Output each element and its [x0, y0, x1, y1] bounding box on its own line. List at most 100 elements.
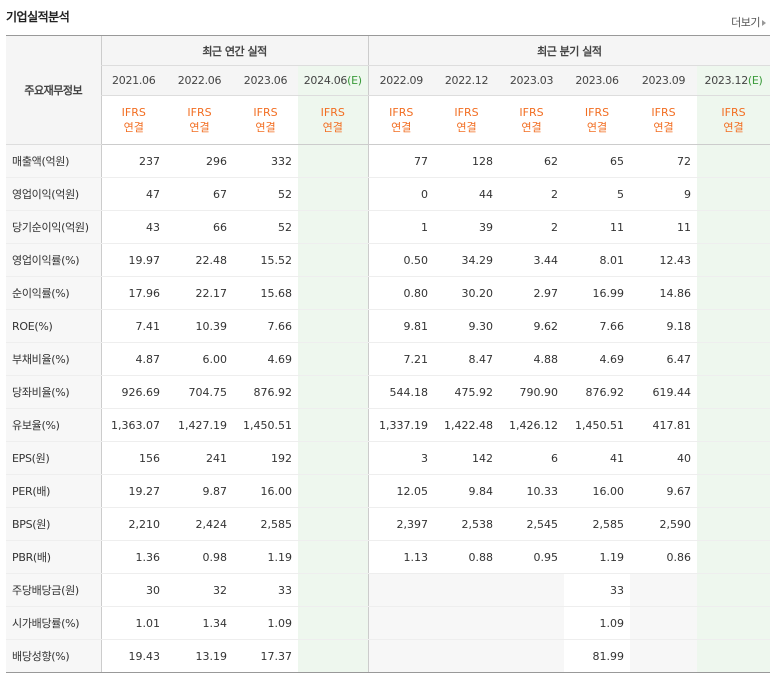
- cell-value: 15.52: [233, 243, 298, 277]
- estimate-mark: (E): [347, 74, 362, 87]
- period-header: 2022.09: [367, 65, 435, 96]
- cell-value: 2: [499, 210, 565, 244]
- cell-value: [298, 573, 369, 607]
- cell-value: 72: [630, 144, 698, 178]
- standard-line2: 연결: [123, 121, 144, 134]
- cell-value: 13.19: [166, 639, 233, 673]
- cell-value: 2,397: [367, 507, 435, 541]
- cell-value: [434, 573, 500, 607]
- cell-value: 77: [367, 144, 435, 178]
- cell-value: 41: [564, 441, 631, 475]
- cell-value: 1.09: [233, 606, 298, 640]
- cell-value: 2,590: [630, 507, 698, 541]
- cell-value: 30: [100, 573, 166, 607]
- row-label: 순이익률(%): [6, 276, 101, 310]
- cell-value: 47: [100, 177, 166, 211]
- corner-header: 주요재무정보: [6, 35, 101, 145]
- cell-value: [697, 342, 771, 376]
- cell-value: 0.80: [367, 276, 435, 310]
- cell-value: 3: [367, 441, 435, 475]
- cell-value: 1,337.19: [367, 408, 435, 442]
- period-label: 2023.06: [243, 74, 288, 87]
- cell-value: [367, 639, 435, 673]
- row-label: PBR(배): [6, 540, 101, 574]
- cell-value: 7.66: [564, 309, 631, 343]
- cell-value: 10.33: [499, 474, 565, 508]
- cell-value: [499, 606, 565, 640]
- cell-value: 0: [367, 177, 435, 211]
- cell-value: 475.92: [434, 375, 500, 409]
- period-header: 2023.06: [233, 65, 298, 96]
- cell-value: 22.48: [166, 243, 233, 277]
- cell-value: 4.69: [564, 342, 631, 376]
- period-label: 2023.09: [641, 74, 686, 87]
- accounting-standard: IFRS 연결: [499, 95, 565, 145]
- standard-line1: IFRS: [121, 106, 146, 119]
- cell-value: 2,585: [564, 507, 631, 541]
- cell-value: 1.13: [367, 540, 435, 574]
- cell-value: [298, 309, 369, 343]
- accounting-standard: IFRS 연결: [630, 95, 698, 145]
- table-row: 영업이익률(%) 19.97 22.48 15.52 0.50 34.29 3.44 8.01…: [6, 243, 771, 277]
- cell-value: 0.86: [630, 540, 698, 574]
- row-label: 당좌비율(%): [6, 375, 101, 409]
- cell-value: [298, 408, 369, 442]
- quarter-group-header: 최근 분기 실적: [367, 35, 771, 66]
- table-row: PBR(배) 1.36 0.98 1.19 1.13 0.88 0.95 1.19 0.86: [6, 540, 771, 574]
- standard-line1: IFRS: [389, 106, 414, 119]
- cell-value: 34.29: [434, 243, 500, 277]
- cell-value: 52: [233, 210, 298, 244]
- cell-value: 8.01: [564, 243, 631, 277]
- cell-value: 1.01: [100, 606, 166, 640]
- standard-line1: IFRS: [519, 106, 544, 119]
- row-label: 당기순이익(억원): [6, 210, 101, 244]
- cell-value: [697, 474, 771, 508]
- cell-value: [697, 243, 771, 277]
- cell-value: 9.81: [367, 309, 435, 343]
- cell-value: 417.81: [630, 408, 698, 442]
- cell-value: 192: [233, 441, 298, 475]
- table-row: 배당성향(%) 19.43 13.19 17.37 81.99: [6, 639, 771, 673]
- standard-line1: IFRS: [584, 106, 610, 119]
- table-row: 매출액(억원) 237 296 332 77 128 62 65 72: [6, 144, 771, 178]
- cell-value: [298, 507, 369, 541]
- cell-value: 0.98: [166, 540, 233, 574]
- cell-value: 296: [166, 144, 233, 178]
- period-header: 2023.12(E): [697, 65, 771, 96]
- cell-value: 2,538: [434, 507, 500, 541]
- cell-value: 619.44: [630, 375, 698, 409]
- cell-value: 2.97: [499, 276, 565, 310]
- table-row: 당좌비율(%) 926.69 704.75 876.92 544.18 475.92 790…: [6, 375, 771, 409]
- cell-value: 16.99: [564, 276, 631, 310]
- cell-value: [697, 507, 771, 541]
- cell-value: [298, 276, 369, 310]
- cell-value: [298, 144, 369, 178]
- cell-value: [499, 639, 565, 673]
- period-header: 2022.06: [166, 65, 233, 96]
- cell-value: 19.43: [100, 639, 166, 673]
- cell-value: [697, 309, 771, 343]
- cell-value: 2,210: [100, 507, 166, 541]
- cell-value: [499, 573, 565, 607]
- estimate-mark: (E): [747, 74, 763, 87]
- cell-value: 2,424: [166, 507, 233, 541]
- cell-value: 52: [233, 177, 298, 211]
- more-link[interactable]: 더보기: [731, 14, 766, 30]
- period-label: 2024.06: [303, 74, 348, 87]
- table-row: 당기순이익(억원) 43 66 52 1 39 2 11 11: [6, 210, 771, 244]
- accounting-standard: IFRS 연결: [564, 95, 631, 145]
- cell-value: [298, 375, 369, 409]
- cell-value: 142: [434, 441, 500, 475]
- cell-value: 1,450.51: [233, 408, 298, 442]
- cell-value: [697, 639, 771, 673]
- table-row: BPS(원) 2,210 2,424 2,585 2,397 2,538 2,545 2,58…: [6, 507, 771, 541]
- period-header: 2023.03: [499, 65, 565, 96]
- cell-value: 1,450.51: [564, 408, 631, 442]
- cell-value: 1.09: [564, 606, 631, 640]
- cell-value: [298, 342, 369, 376]
- cell-value: 11: [564, 210, 631, 244]
- cell-value: 0.88: [434, 540, 500, 574]
- cell-value: 1,427.19: [166, 408, 233, 442]
- cell-value: 4.87: [100, 342, 166, 376]
- cell-value: 4.69: [233, 342, 298, 376]
